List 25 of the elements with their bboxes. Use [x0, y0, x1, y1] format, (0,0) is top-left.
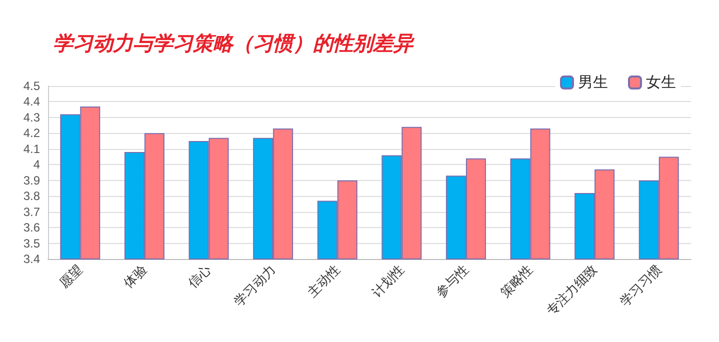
- x-tick-label: 计划性: [368, 262, 407, 300]
- legend-label: 男生: [578, 74, 608, 91]
- y-tick-label: 3.5: [23, 236, 40, 250]
- y-tick-label: 4.3: [23, 110, 40, 124]
- x-tick-label: 主动性: [304, 262, 343, 300]
- x-tick-label: 愿望: [56, 262, 86, 291]
- y-tick-label: 4.2: [23, 126, 40, 140]
- y-tick-label: 3.4: [23, 252, 40, 266]
- x-tick-label: 专注力细致: [543, 262, 600, 318]
- y-tick-label: 4.1: [23, 142, 40, 156]
- y-tick-label: 4.4: [23, 94, 40, 109]
- chart-title: 学习动力与学习策略（习惯）的性别差异: [53, 31, 415, 55]
- x-tick-label: 信心: [185, 262, 214, 291]
- legend-label: 女生: [646, 74, 676, 91]
- y-tick-label: 3.6: [23, 220, 40, 235]
- x-tick-label: 策略性: [497, 262, 536, 300]
- y-tick-label: 3.8: [23, 189, 40, 204]
- y-tick-label: 4.5: [23, 79, 40, 93]
- x-tick-label: 学习动力: [230, 262, 278, 310]
- y-tick-label: 4: [33, 158, 40, 172]
- y-tick-label: 3.9: [23, 173, 40, 188]
- x-tick-label: 体验: [120, 262, 150, 291]
- y-tick-label: 3.7: [23, 204, 40, 219]
- x-tick-label: 学习习惯: [616, 262, 664, 310]
- x-tick-label: 参与性: [433, 262, 472, 300]
